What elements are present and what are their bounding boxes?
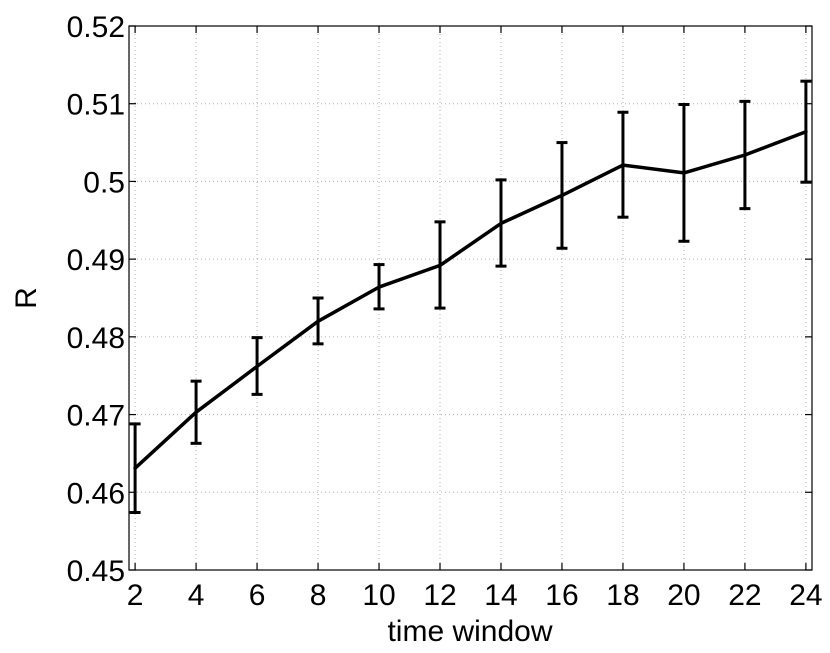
x-tick-label: 18 xyxy=(606,579,639,612)
x-tick-label: 20 xyxy=(667,579,700,612)
x-tick-label: 14 xyxy=(484,579,517,612)
x-tick-label: 8 xyxy=(310,579,327,612)
x-tick-label: 16 xyxy=(545,579,578,612)
x-tick-label: 2 xyxy=(127,579,144,612)
x-tick-label: 24 xyxy=(789,579,822,612)
x-tick-label: 4 xyxy=(188,579,205,612)
x-axis-label: time window xyxy=(387,615,552,648)
x-tick-labels: 2 4 6 8 10 12 14 16 18 20 22 24 xyxy=(127,579,823,612)
y-tick-label: 0.5 xyxy=(83,166,125,199)
y-axis-label: R xyxy=(10,287,43,309)
series-line xyxy=(133,129,808,470)
axis-ticks xyxy=(129,25,812,571)
x-tick-label: 22 xyxy=(728,579,761,612)
x-tick-label: 12 xyxy=(423,579,456,612)
x-tick-label: 6 xyxy=(249,579,266,612)
y-tick-label: 0.48 xyxy=(67,322,125,355)
plot-frame xyxy=(128,25,813,571)
y-tick-label: 0.46 xyxy=(67,477,125,510)
y-tick-label: 0.49 xyxy=(67,244,125,277)
y-tick-labels: 0.45 0.46 0.47 0.48 0.49 0.5 0.51 0.52 xyxy=(67,11,125,588)
y-tick-label: 0.47 xyxy=(67,400,125,433)
y-tick-label: 0.45 xyxy=(67,555,125,588)
x-tick-label: 10 xyxy=(362,579,395,612)
error-bars xyxy=(129,79,812,514)
grid xyxy=(129,25,812,571)
y-tick-label: 0.52 xyxy=(67,11,125,44)
y-tick-label: 0.51 xyxy=(67,89,125,122)
